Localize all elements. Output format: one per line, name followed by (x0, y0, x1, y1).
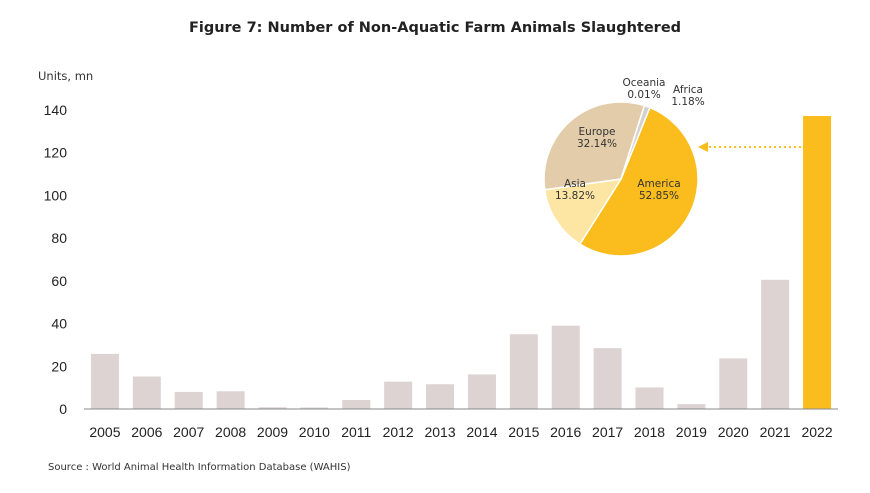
x-tick-label: 2015 (508, 424, 539, 440)
bar-2019 (677, 404, 706, 409)
bar-2013 (426, 384, 455, 409)
y-tick-label: 60 (51, 273, 67, 289)
pie-value-asia: 13.82% (555, 190, 595, 202)
y-tick-label: 80 (51, 230, 67, 246)
x-tick-label: 2016 (550, 424, 581, 440)
bar-2010 (300, 407, 329, 409)
pie-label-america: America (637, 178, 680, 190)
pie-slice-asia (543, 178, 623, 246)
pie-label-europe: Europe (579, 126, 616, 138)
source-note: Source : World Animal Health Information… (48, 462, 351, 473)
pie-label-asia: Asia (564, 178, 586, 190)
bar-2018 (635, 387, 664, 409)
bar-2020 (719, 358, 748, 409)
y-tick-label: 140 (44, 102, 68, 118)
bar-2005 (90, 353, 119, 409)
bar-2016 (551, 325, 580, 409)
connector-arrowhead-icon (698, 142, 708, 152)
x-tick-label: 2019 (676, 424, 707, 440)
y-tick-label: 20 (51, 358, 67, 374)
y-tick-label: 40 (51, 316, 67, 332)
pie-slice-africa (620, 104, 651, 180)
x-tick-label: 2018 (634, 424, 665, 440)
x-tick-label: 2010 (299, 424, 330, 440)
x-tick-label: 2008 (215, 424, 246, 440)
x-tick-label: 2014 (466, 424, 497, 440)
bar-2009 (258, 407, 287, 409)
x-tick-label: 2020 (718, 424, 749, 440)
pie-value-oceania: 0.01% (627, 89, 660, 101)
bar-2015 (509, 334, 538, 409)
x-tick-label: 2021 (760, 424, 791, 440)
x-tick-label: 2013 (424, 424, 455, 440)
bar-2022 (803, 115, 832, 409)
x-tick-label: 2007 (173, 424, 204, 440)
pie-label-africa: Africa (673, 84, 703, 96)
pie-value-africa: 1.18% (671, 96, 704, 108)
chart-title: Figure 7: Number of Non-Aquatic Farm Ani… (188, 20, 682, 36)
bar-2012 (384, 381, 413, 409)
x-tick-label: 2011 (341, 424, 371, 440)
y-tick-label: 120 (44, 145, 68, 161)
pie-slice-america (578, 106, 699, 257)
bar-2008 (216, 391, 245, 409)
bar-2014 (467, 374, 496, 409)
x-tick-label: 2017 (592, 424, 623, 440)
pie-value-america: 52.85% (639, 190, 679, 202)
y-axis-label: Units, mn (38, 69, 94, 83)
pie-slice-europe (543, 101, 646, 191)
x-tick-label: 2005 (89, 424, 120, 440)
bar-2017 (593, 348, 622, 409)
pie-value-europe: 32.14% (577, 138, 617, 150)
bar-2021 (761, 279, 790, 409)
bar-2006 (132, 376, 161, 409)
x-tick-label: 2022 (801, 424, 832, 440)
bar-2011 (342, 400, 371, 409)
bar-2007 (174, 391, 203, 409)
y-tick-label: 0 (59, 401, 67, 417)
x-tick-label: 2009 (257, 424, 288, 440)
pie-label-oceania: Oceania (623, 77, 666, 89)
y-tick-label: 100 (44, 187, 68, 203)
x-tick-label: 2006 (131, 424, 162, 440)
x-tick-label: 2012 (383, 424, 414, 440)
